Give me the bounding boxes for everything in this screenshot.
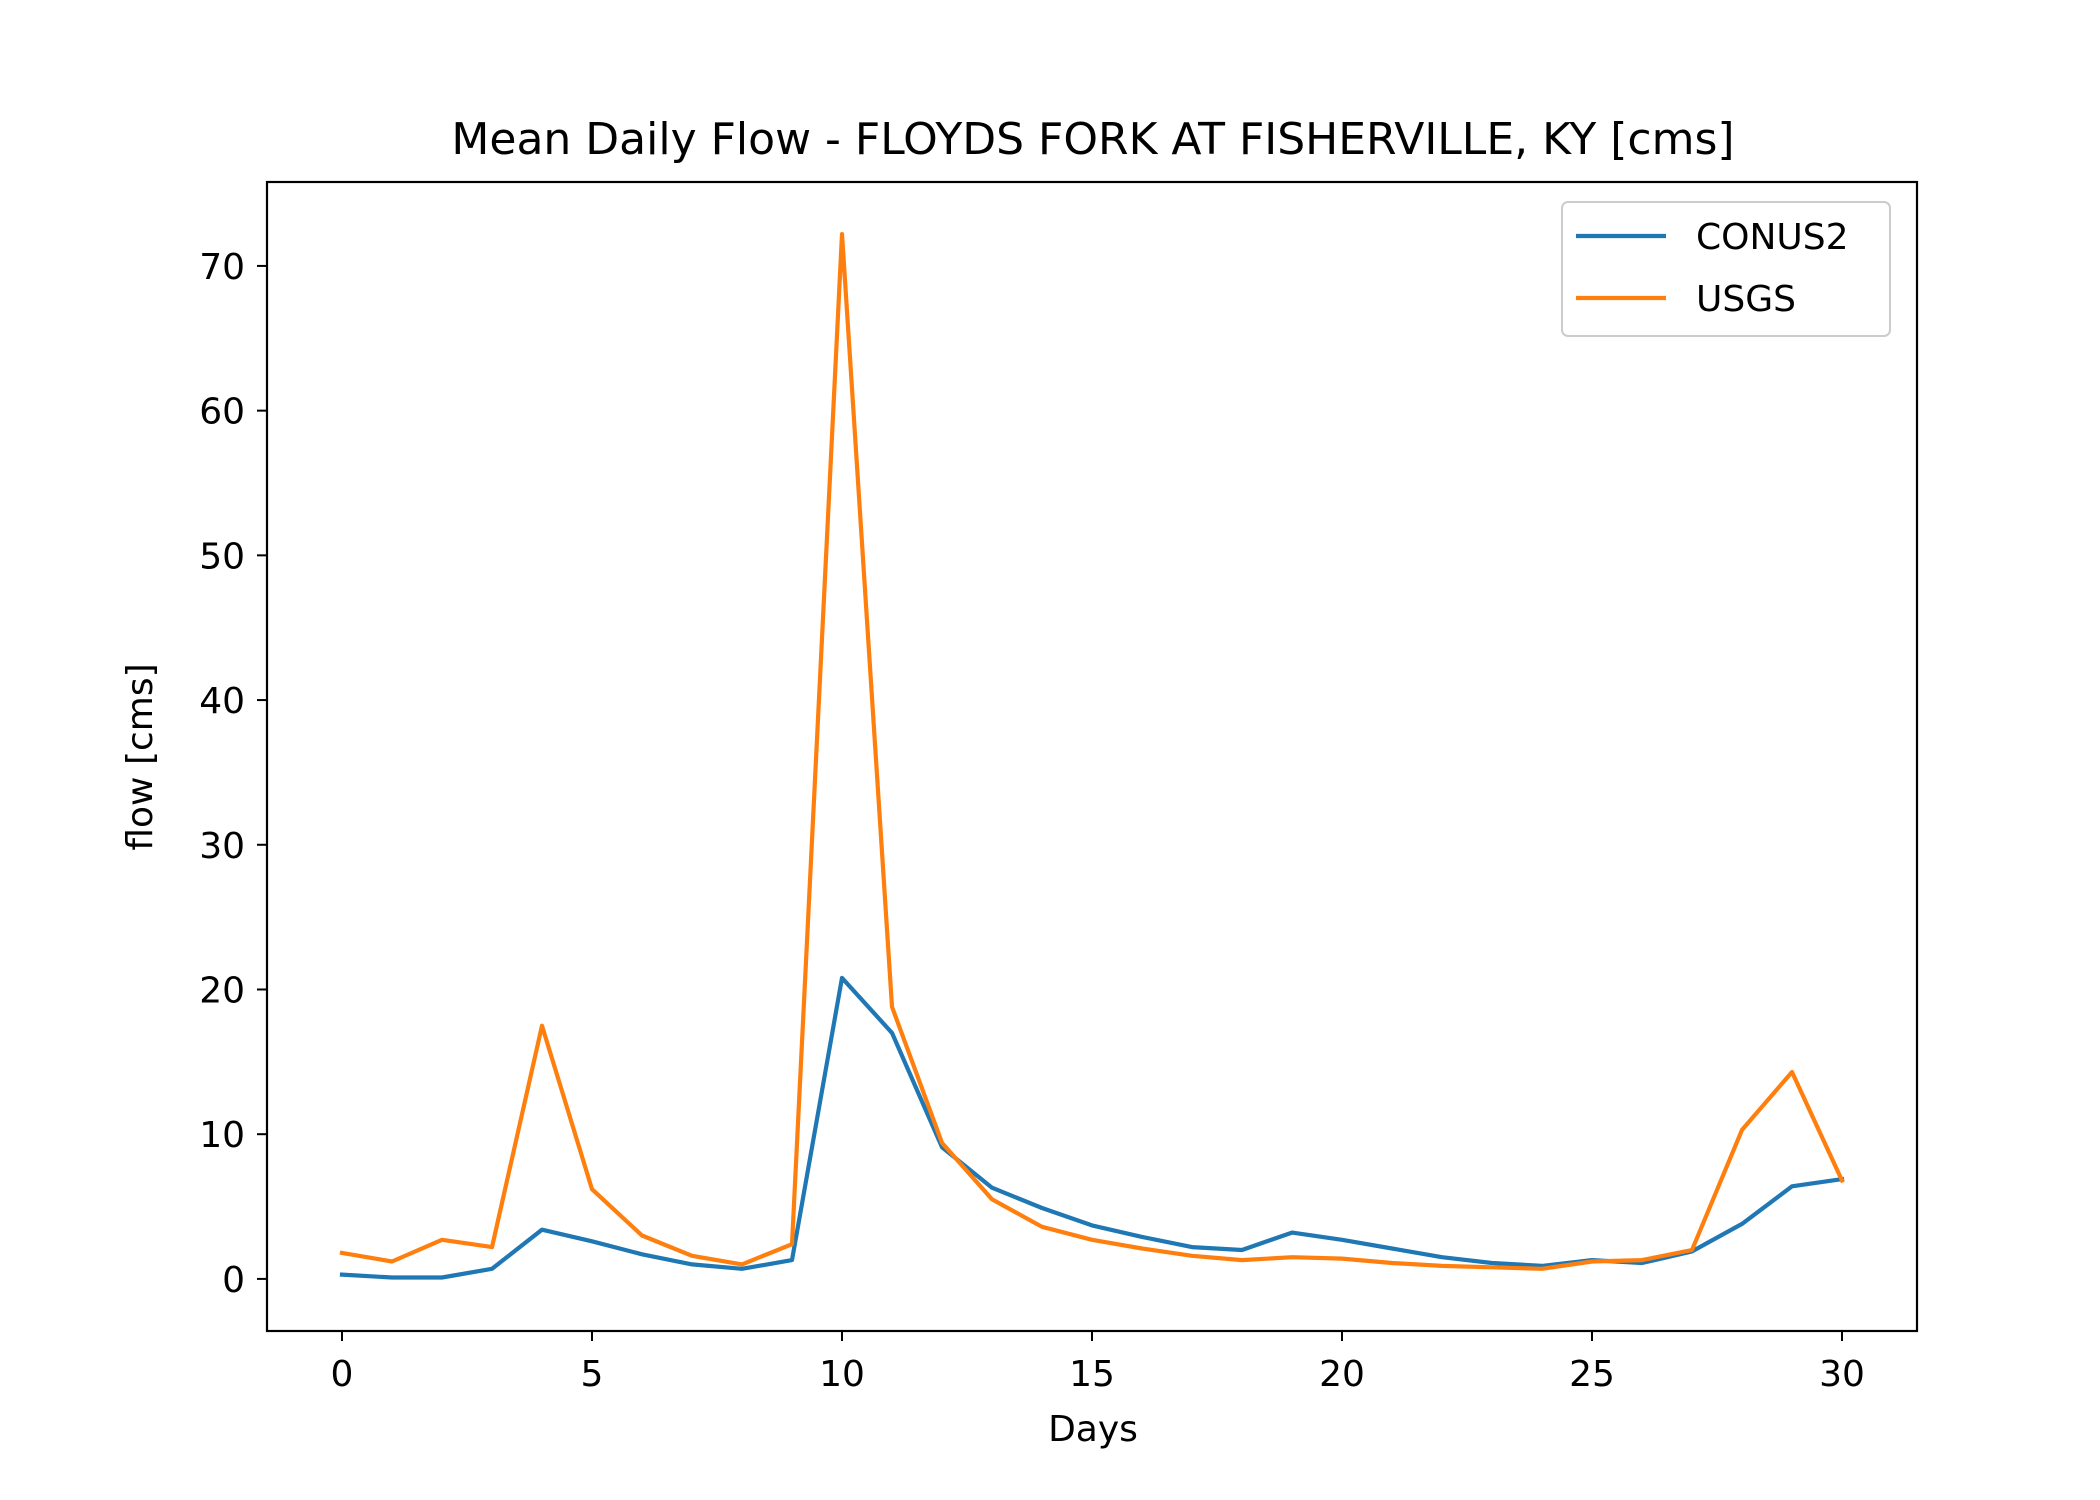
x-tick-label: 5 — [581, 1354, 604, 1395]
y-tick-label: 20 — [199, 970, 245, 1011]
legend: CONUS2 USGS — [1561, 201, 1891, 337]
y-tick-label: 40 — [199, 681, 245, 722]
x-axis: 0 5 10 15 20 25 30 — [331, 1331, 1865, 1395]
y-axis: 0 10 20 30 40 50 60 70 — [199, 247, 267, 1301]
x-tick-label: 10 — [819, 1354, 865, 1395]
y-tick-label: 70 — [199, 247, 245, 288]
plot-area — [265, 180, 1919, 1333]
y-tick-label: 50 — [199, 536, 245, 577]
x-tick-label: 30 — [1819, 1354, 1865, 1395]
x-tick-label: 15 — [1069, 1354, 1115, 1395]
x-axis-label: Days — [1048, 1409, 1138, 1450]
y-axis-label: flow [cms] — [120, 663, 161, 850]
series-line-conus2 — [339, 975, 1845, 1280]
x-tick-label: 0 — [331, 1354, 354, 1395]
x-tick-label: 25 — [1569, 1354, 1615, 1395]
legend-label-conus2: CONUS2 — [1696, 217, 1849, 258]
chart-title: Mean Daily Flow - FLOYDS FORK AT FISHERV… — [451, 114, 1734, 165]
y-tick-label: 0 — [222, 1260, 245, 1301]
legend-label-usgs: USGS — [1696, 279, 1796, 320]
axes-frame — [265, 180, 1919, 1333]
x-tick-label: 20 — [1319, 1354, 1365, 1395]
y-tick-label: 10 — [199, 1115, 245, 1156]
y-tick-label: 30 — [199, 826, 245, 867]
y-tick-label: 60 — [199, 392, 245, 433]
series-line-usgs — [339, 232, 1845, 1271]
